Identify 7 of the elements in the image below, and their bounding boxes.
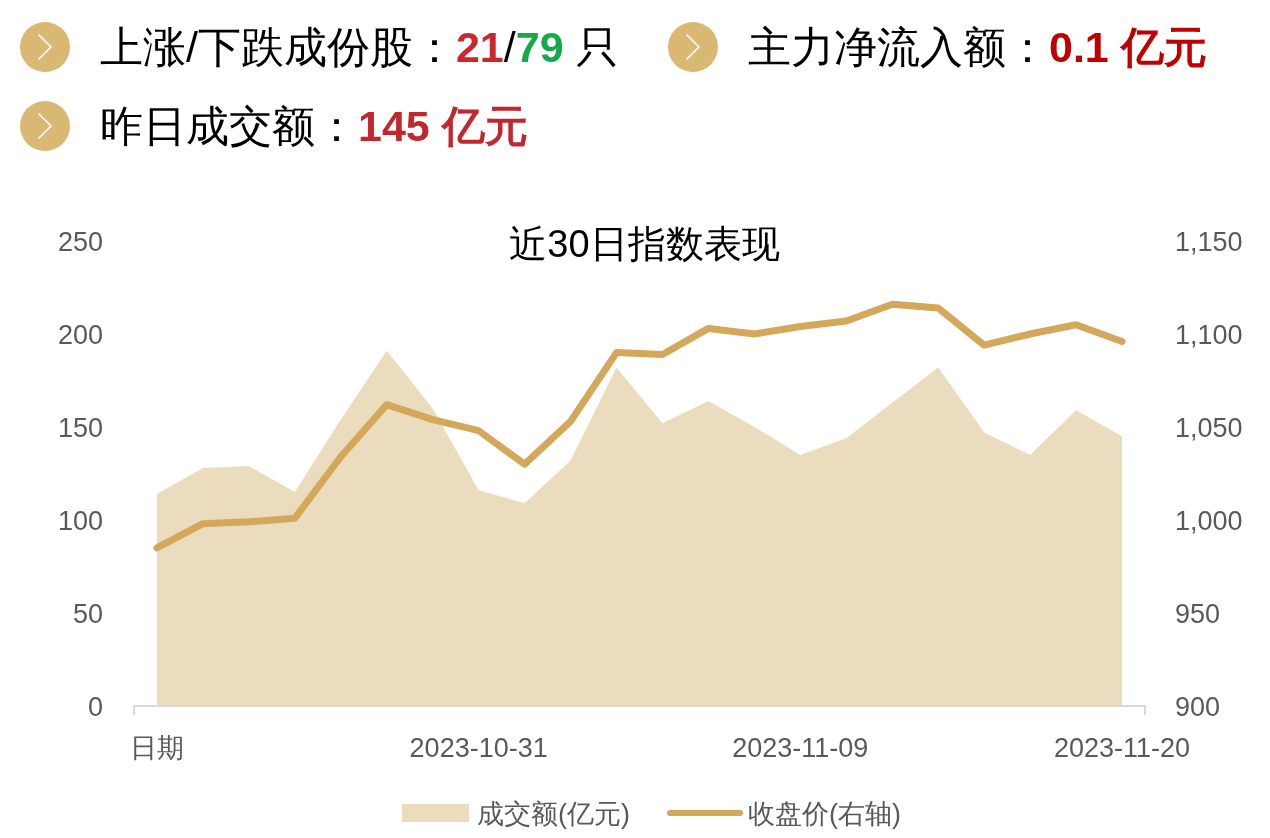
x-tick-label: 日期 [129, 733, 184, 763]
legend-label: 收盘价(右轴) [748, 799, 901, 829]
legend-label: 成交额(亿元) [477, 799, 630, 829]
x-tick-label: 2023-11-20 [1053, 733, 1191, 763]
x-tick-label: 2023-11-09 [732, 733, 869, 763]
x-tick-label: 2023-10-31 [409, 733, 548, 763]
chart-title: 近30日指数表现 [509, 223, 780, 265]
